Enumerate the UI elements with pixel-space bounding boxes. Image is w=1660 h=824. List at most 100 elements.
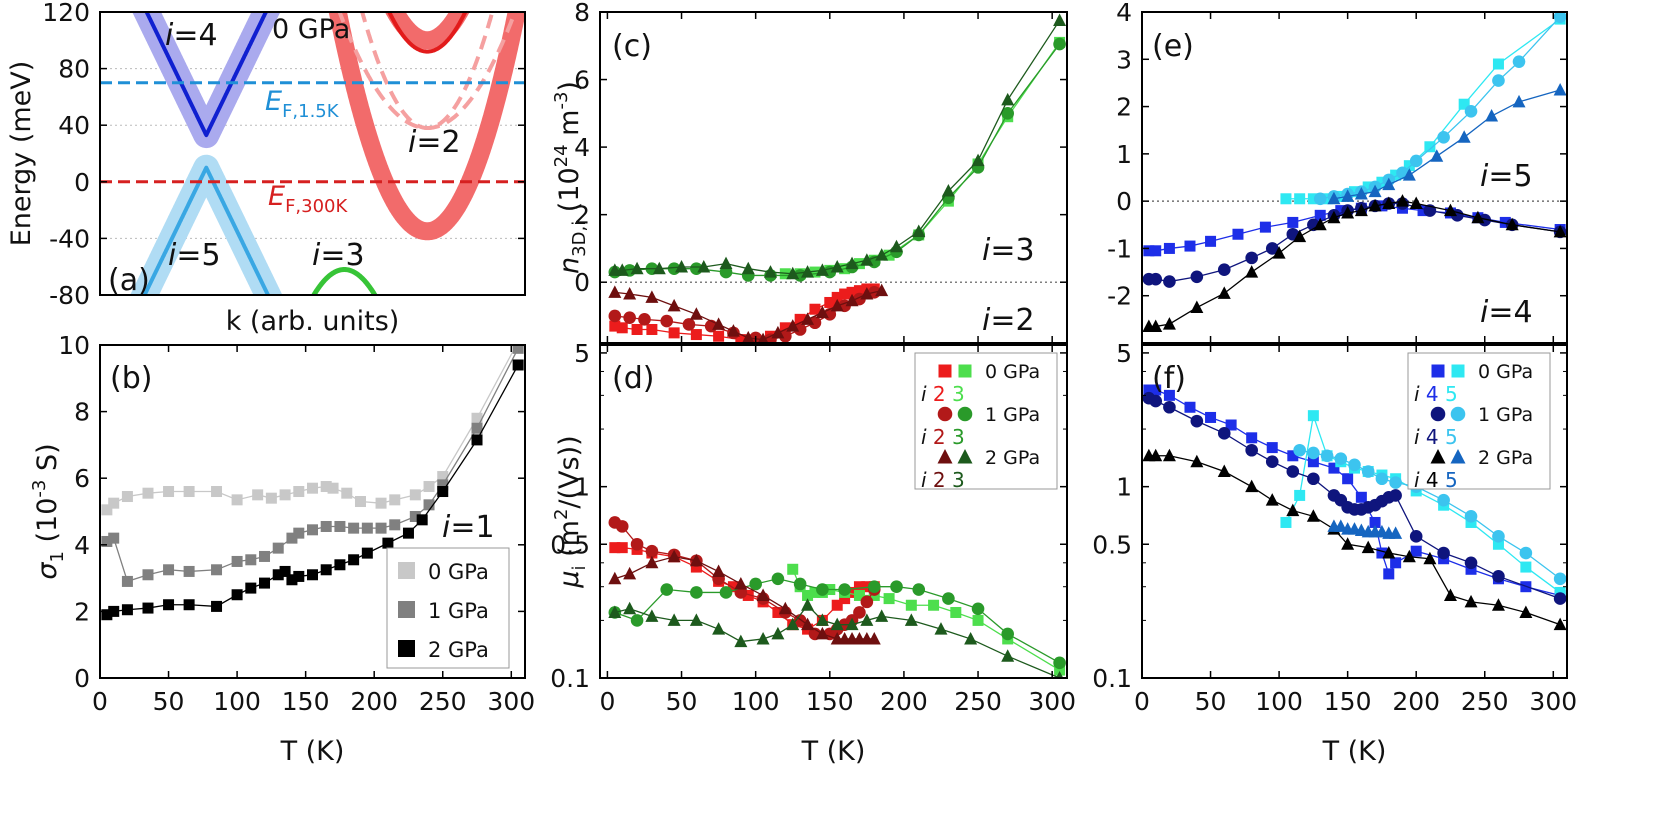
data-point bbox=[771, 325, 785, 339]
label-part: =2 bbox=[416, 125, 460, 160]
data-point bbox=[1217, 427, 1231, 440]
label-part: i bbox=[921, 468, 933, 492]
label-part: 2 bbox=[551, 509, 572, 520]
data-point bbox=[1163, 242, 1175, 254]
data-point bbox=[867, 631, 881, 645]
data-point bbox=[801, 617, 815, 631]
data-point bbox=[816, 583, 829, 596]
x-tick-label: 0 bbox=[1134, 687, 1150, 716]
data-point bbox=[163, 486, 175, 498]
data-point bbox=[958, 364, 972, 378]
x-tick-label: 150 bbox=[1324, 687, 1372, 716]
panel-label: (d) bbox=[612, 361, 654, 396]
data-point bbox=[142, 602, 154, 614]
data-point bbox=[1443, 588, 1457, 601]
data-point bbox=[964, 631, 978, 645]
data-point bbox=[183, 565, 195, 577]
data-point bbox=[1306, 509, 1320, 522]
band-i-2-core bbox=[387, 12, 468, 54]
data-point bbox=[971, 153, 985, 167]
label-part: ) bbox=[554, 81, 585, 92]
data-point bbox=[1190, 300, 1204, 314]
data-point bbox=[1464, 509, 1478, 523]
label-part: i bbox=[1414, 468, 1426, 492]
label-part: 3 bbox=[952, 468, 965, 492]
data-point bbox=[1280, 193, 1292, 205]
plot-area-c bbox=[608, 13, 1067, 343]
data-point bbox=[375, 497, 387, 509]
y-tick-label: 2 bbox=[74, 597, 90, 626]
series-i-3-2-gpa bbox=[608, 598, 1064, 678]
label-part: (10 bbox=[32, 498, 63, 551]
data-point bbox=[793, 577, 807, 591]
panel-label: (f) bbox=[1152, 361, 1186, 396]
legend-label: 1 GPa bbox=[428, 599, 489, 623]
data-point bbox=[1341, 537, 1355, 550]
data-point bbox=[853, 606, 866, 619]
data-point bbox=[286, 532, 298, 544]
data-point bbox=[609, 320, 621, 332]
data-point bbox=[1450, 406, 1466, 422]
data-point bbox=[1512, 94, 1526, 108]
data-point bbox=[1417, 205, 1429, 217]
data-point bbox=[950, 606, 962, 618]
data-point bbox=[883, 593, 895, 605]
data-point bbox=[1430, 406, 1446, 422]
data-point bbox=[675, 260, 689, 273]
data-point bbox=[853, 589, 865, 601]
data-point bbox=[609, 542, 621, 554]
data-point bbox=[735, 334, 747, 343]
series-i-3-1-gpa bbox=[608, 572, 1066, 670]
data-point bbox=[957, 406, 973, 422]
data-point bbox=[1409, 154, 1423, 168]
data-point bbox=[830, 260, 844, 273]
y-tick-label: 1 bbox=[1116, 140, 1132, 169]
data-point bbox=[361, 547, 373, 559]
data-point bbox=[938, 364, 952, 378]
label-part: 5 bbox=[1445, 468, 1458, 492]
annotation: i=3 bbox=[982, 233, 1035, 268]
y-tick-label: 5 bbox=[574, 339, 590, 368]
legend: 0 GPa 1 GPa 2 GPa bbox=[386, 547, 510, 669]
data-point bbox=[941, 184, 955, 197]
panel-label: (c) bbox=[612, 29, 652, 64]
data-point bbox=[1162, 317, 1176, 330]
x-tick-label: 150 bbox=[806, 687, 854, 716]
data-point bbox=[645, 555, 659, 569]
data-point bbox=[845, 617, 859, 631]
data-point bbox=[853, 581, 865, 593]
label-part: E bbox=[268, 181, 285, 212]
legend-label: 1 GPa bbox=[985, 404, 1040, 426]
data-point bbox=[334, 559, 346, 571]
band-i-2-0-gpa- bbox=[384, 12, 470, 50]
data-point bbox=[875, 283, 889, 297]
data-point bbox=[361, 522, 373, 534]
series-0-gpa bbox=[101, 345, 524, 516]
data-point bbox=[741, 261, 755, 275]
data-point bbox=[272, 542, 284, 554]
data-point bbox=[972, 614, 984, 626]
data-point bbox=[307, 482, 318, 494]
data-point bbox=[771, 572, 785, 586]
data-point bbox=[727, 581, 739, 593]
data-point bbox=[1266, 442, 1278, 454]
data-point bbox=[163, 599, 175, 611]
data-point bbox=[1217, 263, 1231, 277]
data-point bbox=[1163, 400, 1176, 414]
data-point bbox=[1225, 419, 1237, 431]
data-point bbox=[1245, 443, 1258, 457]
label-part: =5 bbox=[176, 238, 220, 273]
data-point bbox=[860, 253, 874, 266]
data-point bbox=[1001, 92, 1015, 106]
data-point bbox=[163, 564, 175, 576]
data-point bbox=[341, 487, 353, 499]
data-point bbox=[1149, 448, 1163, 462]
data-point bbox=[831, 599, 843, 611]
data-point bbox=[1361, 540, 1375, 554]
label-part: m bbox=[554, 110, 585, 145]
label-part: S) bbox=[32, 443, 63, 479]
data-point bbox=[1294, 489, 1306, 501]
band-label: i=4 bbox=[165, 18, 218, 53]
y-tick-label: -2 bbox=[1107, 282, 1132, 311]
data-point bbox=[101, 609, 113, 621]
